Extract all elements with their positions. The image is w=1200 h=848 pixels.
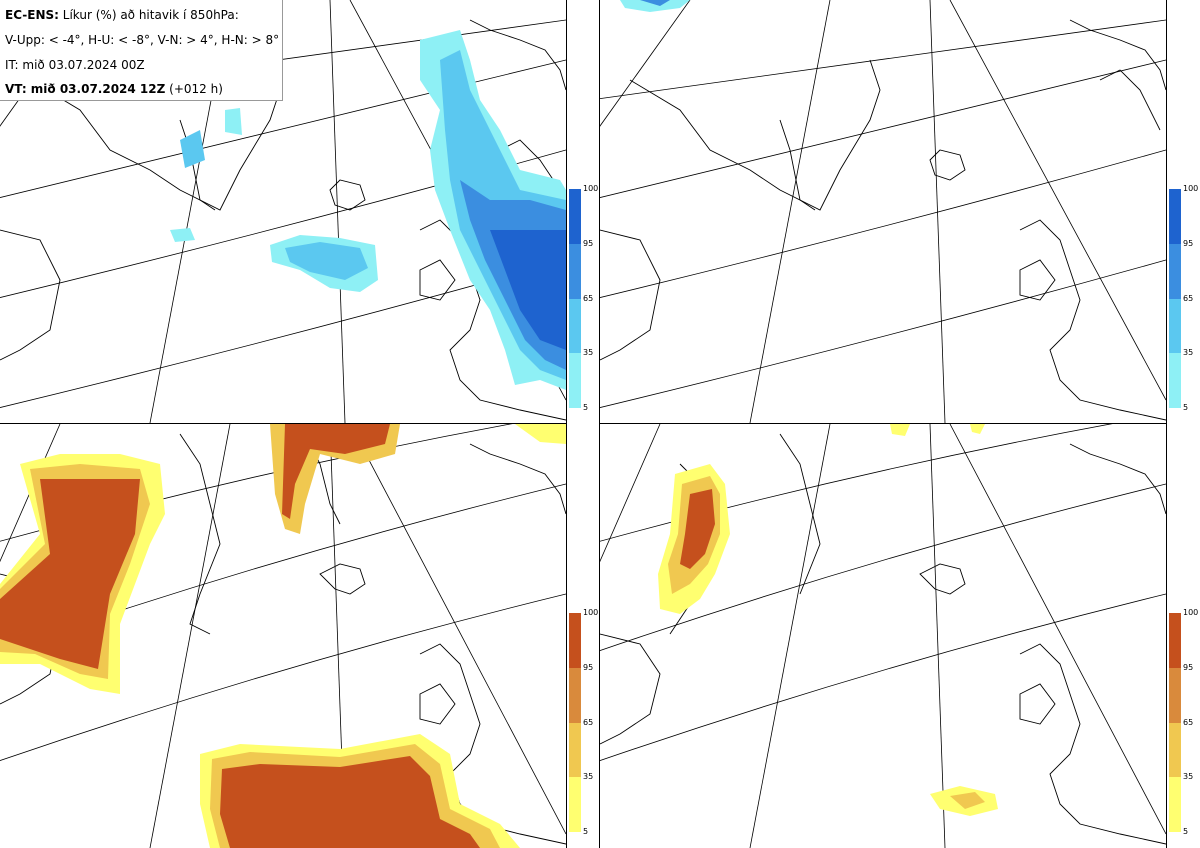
colorbar-segment: [1169, 722, 1181, 778]
colorbar-tick-label: 35: [1183, 348, 1194, 358]
probability-field: [658, 424, 998, 816]
colorbar-tick-label: 100: [583, 184, 599, 193]
info-line-model: EC-ENS: Líkur (%) að hitavik í 850hPa:: [5, 8, 239, 22]
colorbar-tick-label: 65: [1183, 293, 1194, 303]
map-panel-bottom-left: [0, 424, 566, 848]
map-panel-top-right: [600, 0, 1166, 423]
colorbar-segment: [1169, 667, 1181, 723]
probability-field: [620, 0, 690, 12]
info-line-valid: VT: mið 03.07.2024 12Z (+012 h): [5, 82, 223, 96]
colorbar-tick-label: 95: [583, 662, 594, 672]
colorbar-tick-label: 5: [583, 403, 589, 412]
probability-field: [170, 30, 566, 390]
valid-time-label: VT: mið 03.07.2024 12Z: [5, 82, 166, 96]
divider-vertical-outer: [1166, 0, 1167, 848]
colorbar-tick-label: 35: [1183, 772, 1194, 782]
colorbar-segment: [569, 243, 581, 299]
colorbar-blue-right: 100 95 65 35 5: [1169, 185, 1198, 412]
colorbar-segment: [569, 353, 581, 408]
colorbar-tick-label: 100: [1183, 608, 1199, 617]
colorbar-segment: [1169, 613, 1181, 668]
map-top-left: [0, 0, 566, 423]
thresholds-label: V-Upp: < -4°, H-U: < -8°, V-N: > 4°, H-N…: [5, 33, 280, 47]
map-panel-bottom-right: [600, 424, 1166, 848]
colorbar-tick-label: 65: [583, 293, 594, 303]
model-label: EC-ENS:: [5, 8, 59, 22]
colorbar-segment: [569, 667, 581, 723]
map-bottom-right: [600, 424, 1166, 848]
info-box: EC-ENS: Líkur (%) að hitavik í 850hPa: V…: [0, 0, 283, 101]
colorbar-segment: [569, 722, 581, 778]
colorbar-segment: [569, 189, 581, 244]
graticule: [600, 424, 1166, 848]
map-top-right: [600, 0, 1166, 423]
colorbar-segment: [1169, 353, 1181, 408]
colorbar-segment: [569, 777, 581, 832]
colorbar-tick-label: 5: [1183, 827, 1189, 836]
map-bottom-left: [0, 424, 566, 848]
colorbar-tick-label: 95: [1183, 238, 1194, 248]
colorbar-segment: [1169, 189, 1181, 244]
colorbar-segment: [1169, 298, 1181, 354]
colorbar-tick-label: 5: [583, 827, 589, 836]
map-panel-top-left: EC-ENS: Líkur (%) að hitavik í 850hPa: V…: [0, 0, 566, 423]
colorbar-tick-label: 95: [1183, 662, 1194, 672]
colorbar-tick-label: 35: [583, 348, 594, 358]
graticule: [600, 0, 1166, 423]
colorbar-segment: [1169, 777, 1181, 832]
colorbar-tick-label: 65: [1183, 717, 1194, 727]
colorbar-tick-label: 95: [583, 238, 594, 248]
initial-time-label: IT: mið 03.07.2024 00Z: [5, 58, 145, 72]
lead-time-label: (+012 h): [169, 82, 223, 96]
colorbar-segment: [569, 613, 581, 668]
colorbar-orange-right: 100 95 65 35 5: [1169, 609, 1198, 836]
divider-vertical-left: [566, 0, 567, 848]
colorbar-blue-left: 100 95 65 35 5: [569, 185, 598, 412]
divider-horizontal-left: [0, 423, 566, 424]
divider-vertical-right: [599, 0, 600, 848]
colorbar-tick-label: 5: [1183, 403, 1189, 412]
product-label: Líkur (%) að hitavik í 850hPa:: [62, 8, 239, 22]
colorbar-tick-label: 100: [1183, 184, 1199, 193]
colorbar-orange-left: 100 95 65 35 5: [569, 609, 598, 836]
colorbar-tick-label: 100: [583, 608, 599, 617]
colorbar-segment: [1169, 243, 1181, 299]
divider-horizontal-right: [599, 423, 1167, 424]
colorbar-segment: [569, 298, 581, 354]
colorbar-tick-label: 65: [583, 717, 594, 727]
colorbar-tick-label: 35: [583, 772, 594, 782]
probability-field: [0, 424, 566, 848]
coastlines: [600, 19, 1166, 421]
